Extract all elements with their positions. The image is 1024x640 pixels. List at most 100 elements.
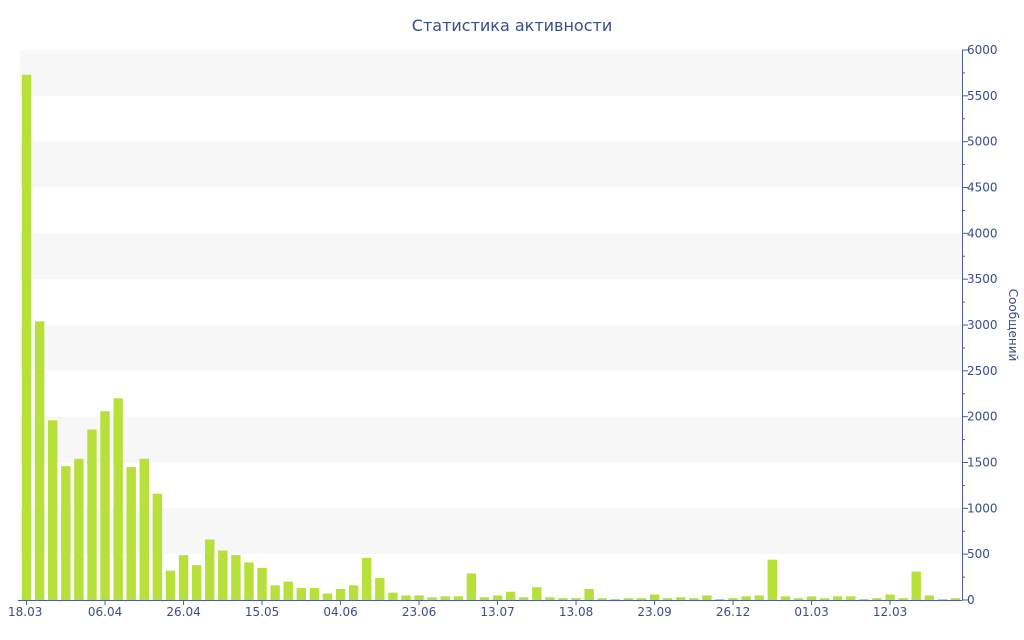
chart-bar [191,565,202,600]
grid-band [20,50,962,96]
chart-bar [885,594,895,600]
chart-bar [584,589,594,600]
chart-bar [780,596,791,600]
grid-band [20,416,962,463]
chart-bar [335,589,346,600]
chart-bar [270,585,280,600]
chart-bar [505,591,516,600]
y-tick-label: 0 [967,593,975,607]
chart-bar [741,596,751,600]
chart-bar [898,598,908,600]
chart-bar [676,597,686,600]
chart-bar [139,458,149,600]
chart-bar [113,398,123,600]
y-tick-label: 5500 [967,89,998,103]
chart-bar [322,593,333,600]
y-tick-label: 6000 [967,43,998,57]
chart-bar [48,420,58,600]
chart-bar [662,598,673,600]
y-tick-label: 4000 [967,226,998,240]
chart-bar [348,585,359,600]
y-tick-label: 5000 [967,135,998,149]
chart-bar [623,598,634,600]
chart-bar [950,598,961,600]
chart-bar [793,598,804,600]
chart-bar [100,411,110,600]
y-tick-label: 3500 [967,272,998,286]
chart-bar [126,467,136,600]
chart-bar [388,592,398,600]
chart-bar [21,74,32,600]
chart-bar [571,598,581,600]
chart-bar [558,598,568,600]
chart-bar [362,557,372,600]
y-tick-label: 3000 [967,318,998,332]
chart-bar [911,571,921,600]
chart-bar [178,555,189,600]
y-tick-label: 2500 [967,364,998,378]
chart-bar [283,581,293,600]
chart-bar [532,587,542,600]
chart-bar [165,570,176,600]
x-tick-label: 01.03 [794,605,828,619]
grid-band [20,141,962,188]
chart-bar [767,559,777,600]
y-axis-label: Сообщений [1006,289,1020,362]
chart-bar [244,562,254,600]
chart-bar [309,588,320,600]
x-tick-label: 13.07 [480,605,514,619]
chart-bar [859,599,869,600]
x-tick-label: 13.08 [559,605,593,619]
axes: 0 500 1000 1500 2000 2500 3000 3500 4000 4500 5000… [8,43,998,619]
x-tick-label: 23.06 [402,605,436,619]
chart-bar [833,596,843,600]
chart-bar [218,550,228,600]
chart-bar [152,493,163,600]
chart-bar [728,598,738,600]
chart-bar [649,594,660,600]
y-tick-label: 2000 [967,410,998,424]
chart-bar [427,597,437,600]
chart-bar [205,539,215,600]
grid-band [20,325,962,371]
chart-bar [754,595,764,600]
chart-bar [466,573,477,600]
grid-band [20,508,962,555]
chart-bar [819,598,830,600]
chart-bar [846,596,856,600]
chart-bar [636,598,647,600]
chart-bar [440,596,450,600]
chart-bar [806,596,817,600]
chart-bar [87,429,97,600]
y-tick-label: 1500 [967,456,998,470]
x-tick-label: 06.04 [88,605,122,619]
chart-bar [689,598,699,600]
chart-bar [34,321,45,600]
chart-bar [453,596,463,600]
chart-bar [519,597,529,600]
grid-band [20,233,962,280]
y-tick-label: 1000 [967,501,998,515]
chart-bar [296,588,306,600]
chart-title: Статистика активности [412,16,612,35]
y-tick-label: 500 [967,547,990,561]
chart-bar [61,466,71,600]
chart-bar [492,595,503,600]
chart-bar [597,598,607,600]
grid-bands [20,50,962,555]
x-tick-label: 15.05 [245,605,279,619]
x-tick-label: 23.09 [637,605,671,619]
x-tick-label: 18.03 [8,605,42,619]
chart-bar [545,597,555,600]
bar-series [21,74,961,600]
chart-bar [74,458,84,600]
y-tick-label: 4500 [967,181,998,195]
chart-bar [702,595,712,600]
chart-bar [872,598,882,600]
chart-bar [231,555,241,600]
x-tick-label: 04.06 [323,605,357,619]
x-tick-label: 12.03 [873,605,907,619]
chart-bar [610,599,620,600]
